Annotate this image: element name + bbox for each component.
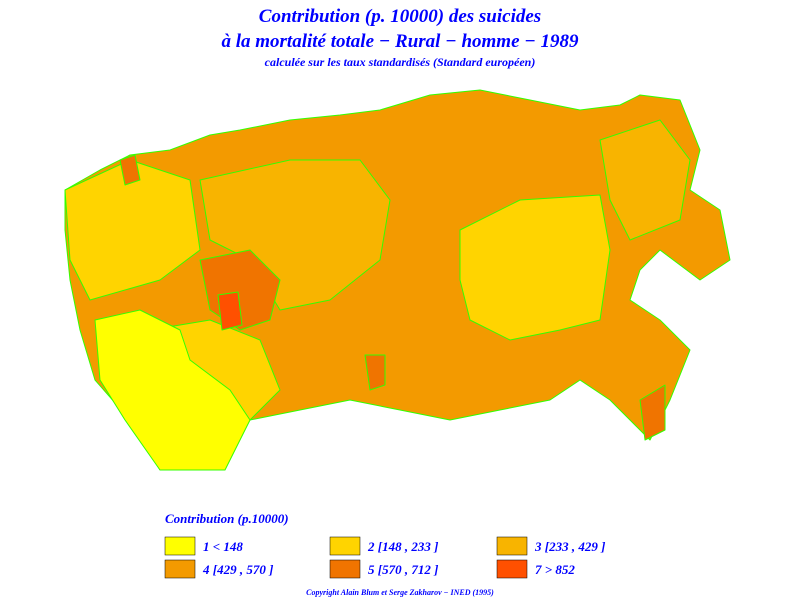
legend-label: 1 < 148 — [203, 539, 243, 554]
legend: 1 < 148 2 [148 , 233 ] 3 [233 , 429 ] 4 [42… — [164, 536, 605, 579]
map-region — [639, 384, 666, 441]
title-line1: Contribution (p. 10000) des suicides — [259, 6, 541, 27]
map — [64, 89, 731, 471]
map-region — [199, 159, 391, 311]
map-region — [599, 119, 691, 241]
copyright: Copyright Alain Blum et Serge Zakharov −… — [306, 588, 494, 597]
legend-swatch — [496, 536, 528, 556]
map-region — [64, 159, 201, 301]
legend-swatch — [496, 559, 528, 579]
legend-swatch — [164, 536, 196, 556]
legend-label: 7 > 852 — [535, 562, 575, 577]
map-region — [459, 194, 611, 341]
legend-swatch — [329, 559, 361, 579]
legend-swatch — [164, 559, 196, 579]
map-region — [119, 154, 141, 186]
legend-label: 3 [233 , 429 ] — [534, 539, 605, 554]
legend-label: 2 [148 , 233 ] — [367, 539, 438, 554]
title-line2: à la mortalité totale − Rural − homme − … — [221, 31, 579, 52]
subtitle: calculée sur les taux standardisés (Stan… — [265, 55, 536, 69]
legend-label: 4 [429 , 570 ] — [202, 562, 273, 577]
map-region — [364, 354, 386, 391]
map-region — [94, 309, 251, 471]
legend-swatch — [329, 536, 361, 556]
map-region — [217, 291, 243, 331]
legend-label: 5 [570 , 712 ] — [368, 562, 438, 577]
legend-title: Contribution (p.10000) — [165, 511, 289, 526]
